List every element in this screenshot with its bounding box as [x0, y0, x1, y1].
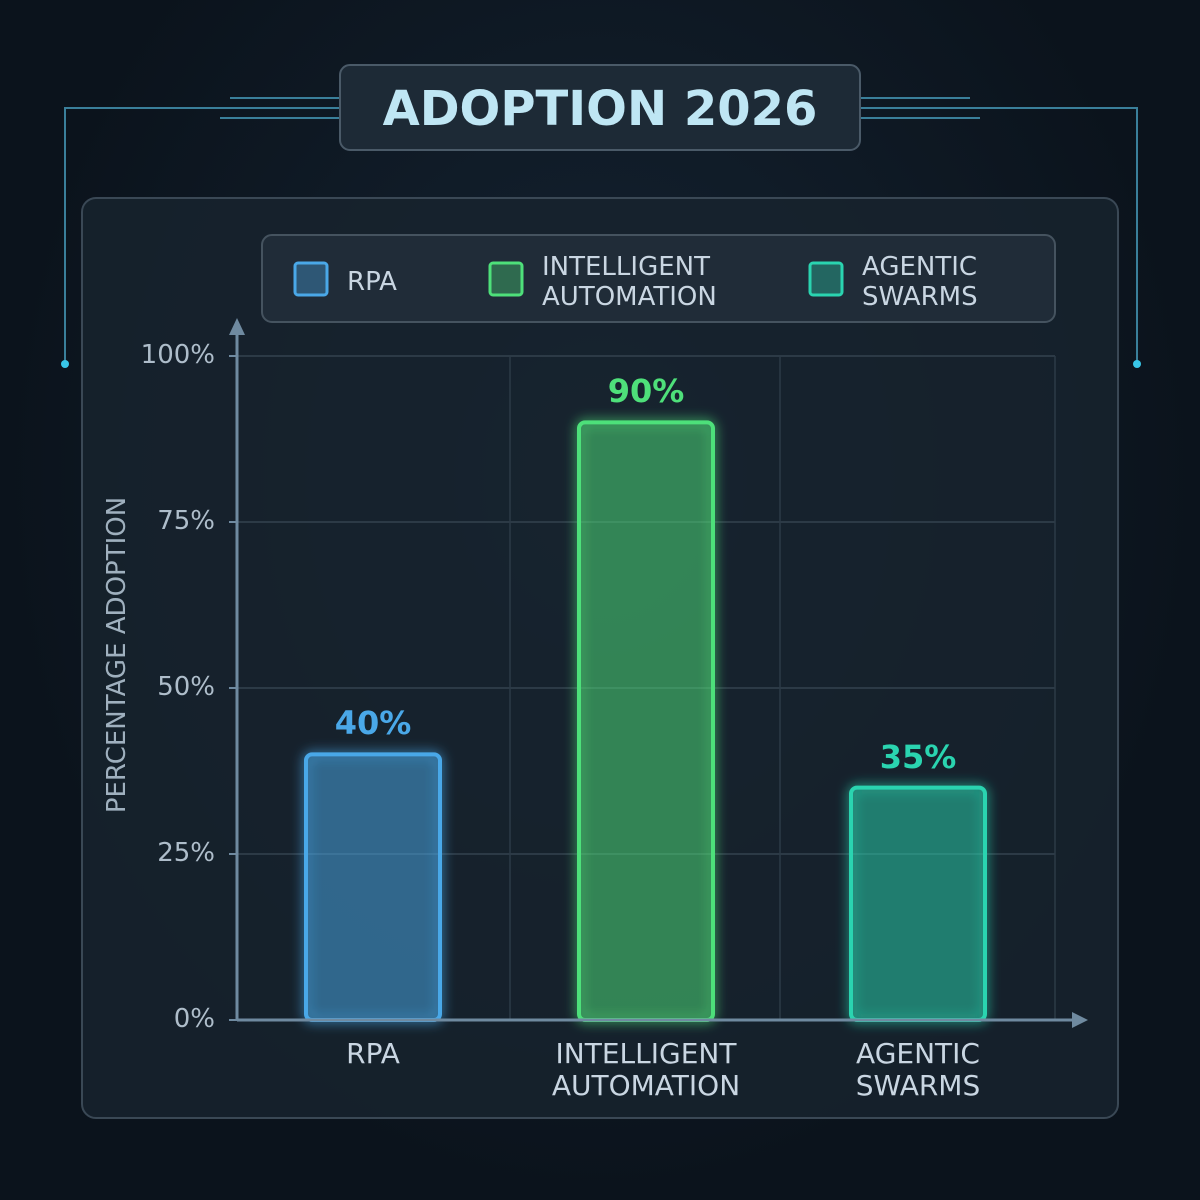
y-tick-label: 0% — [173, 1004, 215, 1035]
value-label: 40% — [334, 704, 412, 743]
x-tick-label: AGENTIC SWARMS — [855, 1037, 981, 1103]
value-label: 90% — [607, 372, 685, 411]
x-tick-label: INTELLIGENT AUTOMATION — [551, 1037, 741, 1103]
legend-label: RPA — [347, 267, 397, 298]
bar — [577, 420, 715, 1022]
decor-dot — [61, 360, 69, 368]
value-label: 35% — [879, 737, 957, 776]
y-tick-label: 25% — [157, 838, 215, 869]
legend-label: AGENTIC SWARMS — [862, 252, 978, 312]
decor-dot — [1133, 360, 1141, 368]
legend-swatch — [293, 261, 329, 297]
bar — [849, 785, 987, 1022]
axes — [235, 322, 1085, 1022]
plot — [229, 261, 1056, 1023]
legend-swatch — [488, 261, 524, 297]
decor-circuit — [64, 97, 1138, 362]
legend-label: INTELLIGENT AUTOMATION — [542, 252, 717, 312]
legend-swatch — [808, 261, 844, 297]
title-box — [339, 64, 861, 151]
y-tick-label: 75% — [157, 506, 215, 537]
bar — [304, 752, 442, 1023]
x-tick-label: RPA — [346, 1037, 400, 1070]
y-tick-label: 50% — [157, 672, 215, 703]
chart-title: ADOPTION 2026 — [382, 81, 818, 137]
y-axis-label: PERCENTAGE ADOPTION — [102, 496, 133, 814]
legend-box — [261, 234, 1056, 323]
y-tick-label: 100% — [140, 340, 215, 371]
